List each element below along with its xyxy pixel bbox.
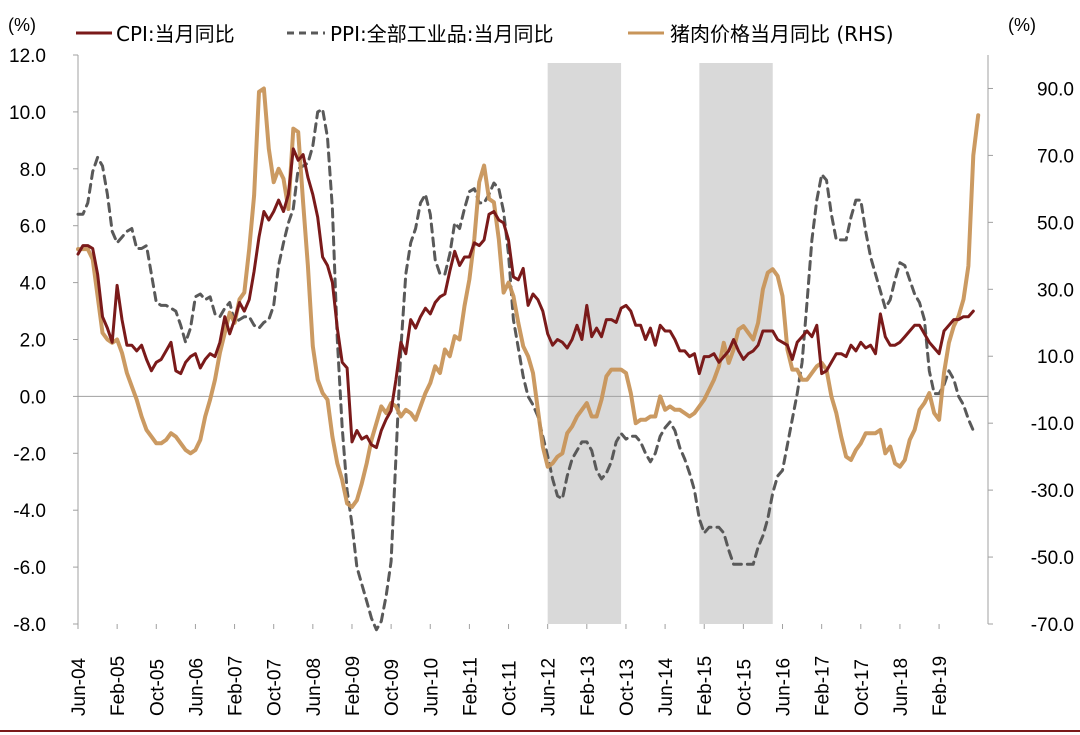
x-tick-label: Feb-15 — [695, 656, 716, 716]
left-tick-label: 2.0 — [20, 331, 46, 352]
x-tick-label: Jun-16 — [774, 658, 795, 716]
left-tick-label: -4.0 — [13, 501, 46, 522]
x-axis-ticks: Jun-04 Feb-05 Oct-05 Jun-06 Feb-07 Oct-07 Jun-… — [69, 624, 951, 716]
shaded-period-1 — [547, 63, 622, 624]
left-tick-label: 6.0 — [20, 217, 46, 238]
x-tick-label: Feb-11 — [460, 657, 481, 716]
right-tick-label: -10.0 — [1031, 414, 1074, 435]
x-tick-label: Jun-14 — [656, 657, 677, 716]
x-tick-label: Jun-18 — [891, 658, 912, 716]
legend-label-ppi: PPI:全部工业品:当月同比 — [330, 22, 554, 46]
x-tick-label: Feb-05 — [108, 656, 129, 716]
x-tick-label: Oct-07 — [265, 659, 286, 716]
right-tick-label: 10.0 — [1037, 347, 1074, 368]
left-axis-unit: (%) — [8, 15, 36, 35]
left-axis-ticks: 12.0 10.0 8.0 6.0 4.0 2.0 0.0 -2.0 -4.0 -6.0 -8.0 — [9, 46, 78, 636]
left-tick-label: -2.0 — [13, 444, 46, 465]
left-tick-label: 12.0 — [9, 46, 46, 67]
right-tick-label: 30.0 — [1037, 280, 1074, 301]
right-axis-ticks: 90.0 70.0 50.0 30.0 10.0 -10.0 -30.0 -50.0 -70.0 — [988, 79, 1074, 636]
series-line-pork — [76, 86, 981, 509]
x-tick-label: Feb-13 — [578, 656, 599, 716]
x-tick-label: Jun-06 — [186, 658, 207, 716]
x-tick-label: Jun-10 — [421, 658, 442, 716]
x-tick-label: Oct-11 — [500, 660, 521, 716]
right-tick-label: -50.0 — [1031, 548, 1074, 569]
x-tick-label: Jun-08 — [304, 658, 325, 716]
x-tick-label: Feb-19 — [930, 656, 951, 716]
left-tick-label: 4.0 — [20, 274, 46, 295]
x-tick-label: Oct-05 — [147, 659, 168, 716]
x-tick-label: Jun-12 — [539, 658, 560, 716]
left-tick-label: -6.0 — [13, 558, 46, 579]
x-tick-label: Jun-04 — [69, 657, 90, 716]
left-tick-label: 0.0 — [20, 387, 46, 408]
legend-label-pork: 猪肉价格当月同比 (RHS) — [670, 22, 894, 46]
x-tick-label: Feb-17 — [813, 656, 834, 716]
x-tick-label: Oct-09 — [382, 659, 403, 716]
right-tick-label: 70.0 — [1037, 146, 1074, 167]
right-axis-unit: (%) — [1008, 15, 1036, 35]
left-tick-label: 8.0 — [20, 160, 46, 181]
right-tick-label: 50.0 — [1037, 213, 1074, 234]
x-tick-label: Oct-15 — [734, 659, 755, 716]
x-tick-label: Feb-09 — [343, 656, 364, 716]
legend: CPI:当月同比 PPI:全部工业品:当月同比 猪肉价格当月同比 (RHS) — [76, 22, 894, 46]
right-tick-label: -30.0 — [1031, 481, 1074, 502]
x-tick-label: Oct-17 — [852, 659, 873, 716]
right-tick-label: -70.0 — [1031, 615, 1074, 636]
series-layer — [76, 86, 981, 632]
legend-label-cpi: CPI:当月同比 — [116, 22, 235, 46]
right-tick-label: 90.0 — [1037, 79, 1074, 100]
x-tick-label: Feb-07 — [226, 656, 247, 716]
x-tick-label: Oct-13 — [617, 659, 638, 716]
series-line-cpi — [76, 147, 975, 450]
left-tick-label: -8.0 — [13, 615, 46, 636]
left-tick-label: 10.0 — [9, 103, 46, 124]
series-line-ppi — [76, 107, 975, 632]
